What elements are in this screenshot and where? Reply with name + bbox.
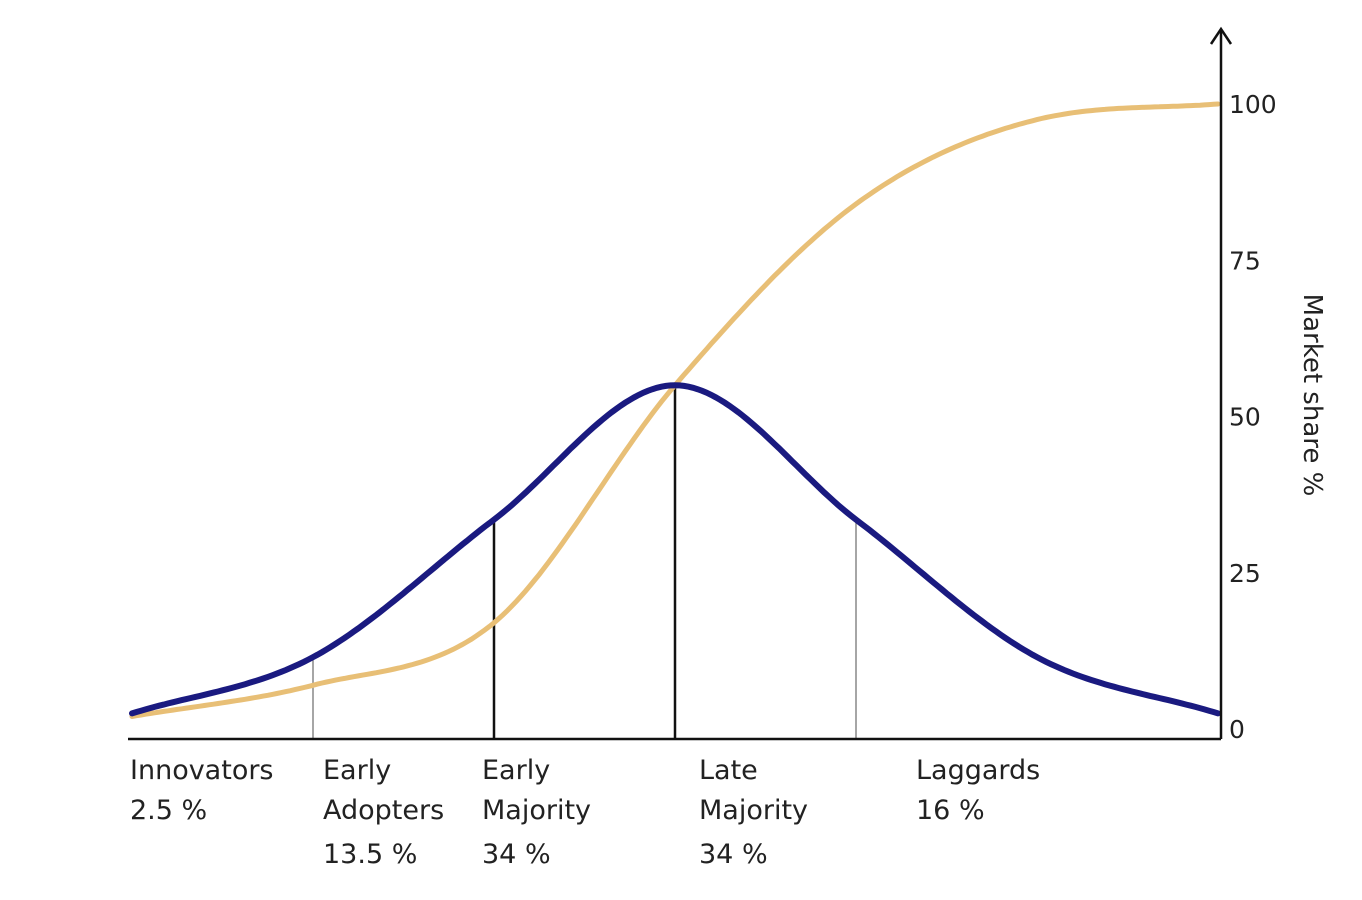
segment-labels: Innovators 2.5 % Early Adopters 13.5 % Early M… [130,755,1040,870]
segment-share-label: 34 % [482,839,551,870]
segment-name-label: Laggards [916,755,1040,786]
y-axis-label: Market share % [1297,294,1327,497]
y-tick-label: 50 [1229,403,1261,432]
y-tick-label: 25 [1229,559,1261,588]
y-tick-label: 75 [1229,246,1261,275]
segment-share-label: 13.5 % [323,839,417,870]
segment-name-label: Majority [482,795,591,826]
segment-dividers [312,385,857,739]
y-axis-ticks: 0 25 50 75 100 [1229,90,1277,744]
segment-name-label: Early [323,755,391,786]
segment-share-label: 34 % [699,839,768,870]
segment-name-label: Late [699,755,758,786]
segment-name-label: Adopters [323,795,444,826]
segment-share-label: 2.5 % [130,795,207,826]
y-tick-label: 0 [1229,715,1245,744]
y-tick-label: 100 [1229,90,1277,119]
segment-name-label: Innovators [130,755,274,786]
adoption-bell-curve [129,382,1221,717]
segment-name-label: Early [482,755,550,786]
segment-share-label: 16 % [916,795,985,826]
segment-name-label: Majority [699,795,808,826]
y-axis-arrowhead [1209,26,1233,45]
